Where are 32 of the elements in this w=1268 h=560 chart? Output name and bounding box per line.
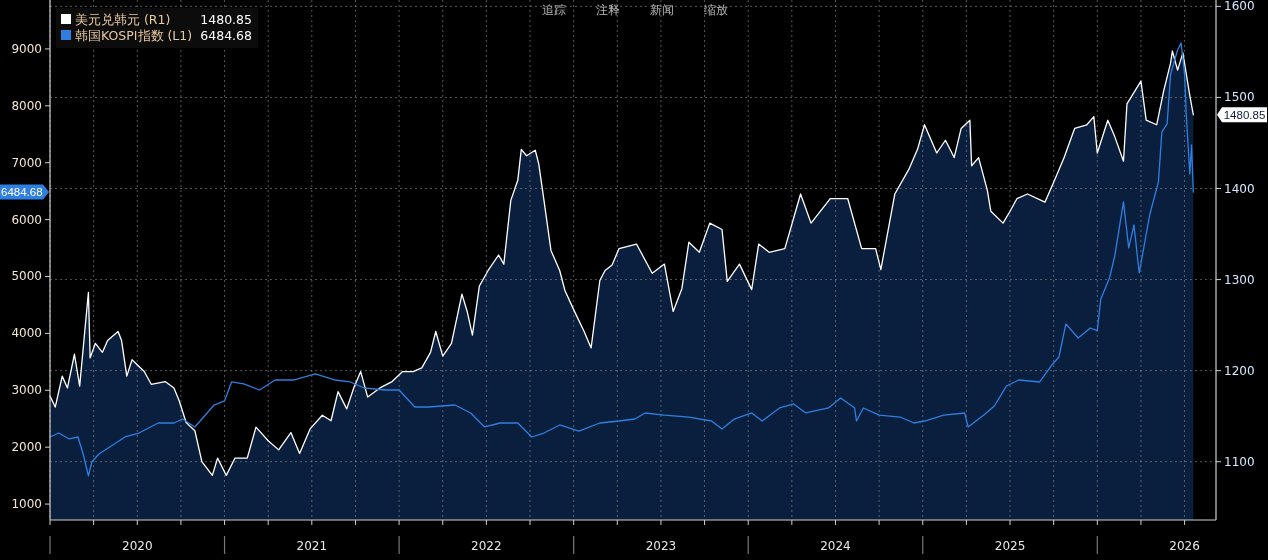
legend-label: 韩国KOSPI指数 (L1) xyxy=(75,28,193,43)
y-tick-label: 3000 xyxy=(11,383,42,398)
annotation: 注释 xyxy=(596,3,620,17)
y2-tick-label: 1400 xyxy=(1224,181,1255,196)
annotation: 新闻 xyxy=(650,3,674,17)
y-tick-label: 7000 xyxy=(11,155,42,170)
x-tick-label: 2026 xyxy=(1169,539,1200,553)
y-tick-label: 1000 xyxy=(11,497,42,512)
y-tick-label: 4000 xyxy=(11,326,42,341)
x-tick-label: 2020 xyxy=(122,539,153,553)
x-tick-label: 2022 xyxy=(471,539,502,553)
y2-tick-label: 1600 xyxy=(1224,0,1255,14)
y-tick-label: 2000 xyxy=(11,440,42,455)
y2-tick-label: 1500 xyxy=(1224,90,1255,105)
x-tick-label: 2021 xyxy=(296,539,328,553)
y2-tick-label: 1200 xyxy=(1224,363,1255,378)
x-tick-label: 2023 xyxy=(645,539,677,553)
text: 1480.85 xyxy=(1223,108,1266,121)
y-tick-label: 9000 xyxy=(11,41,42,56)
y-tick-label: 8000 xyxy=(11,98,42,113)
text: 6484.68 xyxy=(1,186,43,199)
legend-label: 美元兑韩元 (R1) xyxy=(75,12,171,27)
y-tick-label: 5000 xyxy=(11,269,42,284)
annotation: 6484.68 xyxy=(200,28,253,43)
x-tick-label: 2025 xyxy=(994,539,1026,553)
y-tick-label: 6000 xyxy=(11,212,42,227)
y2-tick-label: 1300 xyxy=(1224,272,1255,287)
x-tick-label: 2024 xyxy=(820,539,851,553)
annotation: 追踪 xyxy=(542,3,566,17)
annotation: 缩放 xyxy=(704,3,728,17)
annotation: 1480.85 xyxy=(200,12,252,27)
y2-tick-label: 1100 xyxy=(1224,454,1255,469)
